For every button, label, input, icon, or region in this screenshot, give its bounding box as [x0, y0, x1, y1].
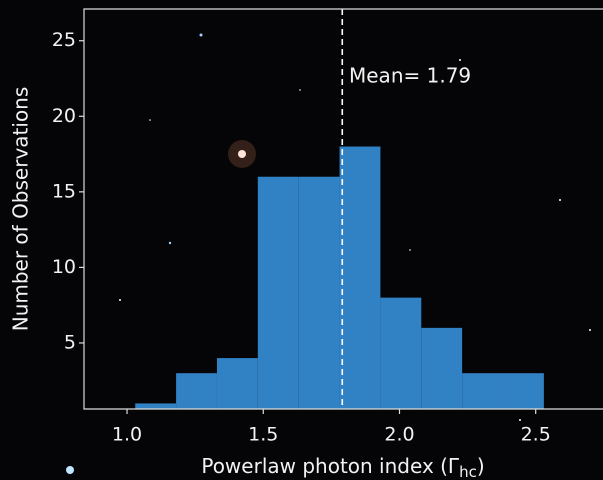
y-tick-label: 5	[64, 331, 76, 353]
x-tick-label: 1.5	[248, 424, 278, 446]
star-glow	[228, 140, 256, 168]
histogram-bar	[298, 176, 340, 409]
axes-frame	[83, 8, 603, 410]
x-tick-label: 2.5	[521, 424, 551, 446]
x-axis-label: Powerlaw photon index (Γhc)	[201, 454, 484, 480]
x-axis-label-part: Powerlaw photon index (Γ	[201, 454, 460, 478]
histogram-bar	[176, 373, 217, 409]
y-tick-label: 20	[52, 105, 76, 127]
histogram-bar	[135, 403, 177, 409]
star	[409, 249, 411, 251]
histogram-bar	[462, 373, 504, 409]
star	[459, 59, 461, 61]
y-tick-label: 25	[52, 29, 76, 51]
histogram-bar	[339, 146, 381, 409]
histogram-bar	[216, 358, 258, 409]
histogram-bar	[421, 327, 463, 409]
star	[559, 199, 561, 201]
star	[299, 89, 301, 91]
y-tick-label: 10	[52, 256, 76, 278]
x-axis-label-part: )	[477, 454, 485, 478]
star	[589, 329, 591, 331]
x-tick-label: 1.0	[112, 424, 142, 446]
mean-annotation: Mean= 1.79	[349, 64, 471, 88]
y-axis-label: Number of Observations	[9, 87, 33, 332]
histogram-bar	[503, 373, 544, 409]
x-axis-label-part: hc	[459, 463, 477, 480]
star	[199, 33, 203, 37]
star	[168, 241, 172, 245]
star	[119, 299, 121, 301]
plot-area: 5 10 15 20 25 1.0 1.5 2.0 2.5	[52, 8, 603, 446]
y-tick-label: 15	[52, 180, 76, 202]
star	[149, 119, 151, 121]
star	[238, 150, 246, 158]
stars	[66, 33, 591, 474]
star	[66, 466, 74, 474]
star	[519, 419, 521, 421]
histogram-bar	[380, 297, 422, 409]
x-tick-label: 2.0	[384, 424, 414, 446]
histogram-bar	[257, 176, 299, 409]
